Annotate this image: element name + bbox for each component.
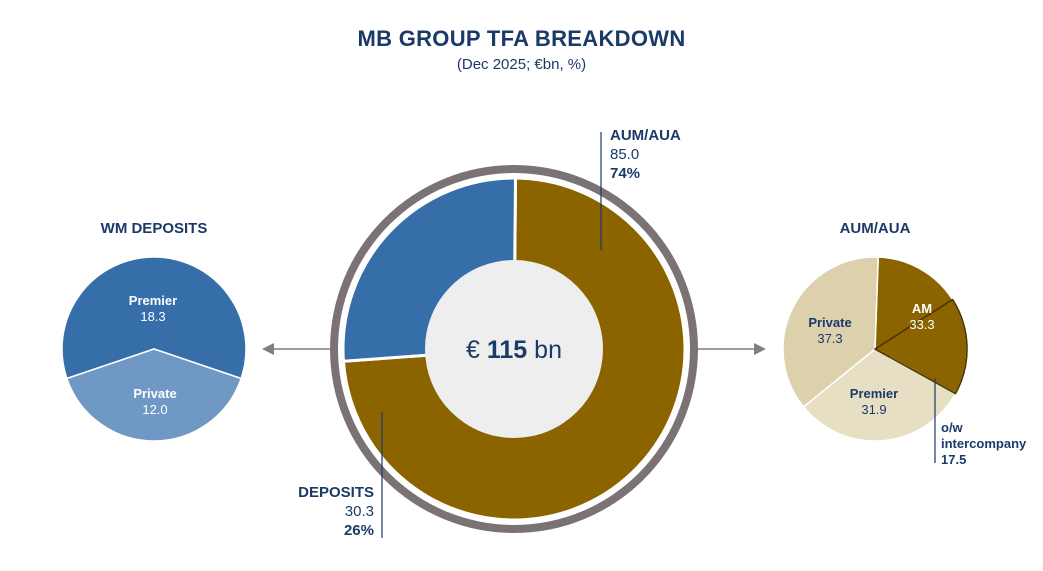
aum-callout-label: AUM/AUA bbox=[610, 127, 681, 144]
center-label-prefix: € bbox=[466, 336, 487, 364]
aum-am-label: AM bbox=[912, 301, 932, 316]
chart-subtitle: (Dec 2025; €bn, %) bbox=[456, 56, 587, 73]
wm-deposits-pie bbox=[61, 256, 247, 442]
aum-callout-value: 85.0 bbox=[610, 146, 639, 163]
intercompany-label: o/w intercompany bbox=[941, 420, 1027, 451]
aum-private-value: 37.3 bbox=[817, 331, 842, 346]
donut-center-label: € 115 bn bbox=[466, 336, 562, 364]
donut-center bbox=[425, 260, 603, 438]
center-label-suffix: bn bbox=[527, 336, 562, 364]
aum-premier-label: Premier bbox=[850, 386, 898, 401]
chart-title: MB GROUP TFA BREAKDOWN bbox=[357, 26, 686, 51]
aum-private-label: Private bbox=[808, 315, 851, 330]
aum-am-value: 33.3 bbox=[909, 317, 934, 332]
intercompany-label-line1: o/w bbox=[941, 420, 964, 435]
aum-aua-title: AUM/AUA bbox=[840, 220, 911, 237]
aum-premier-value: 31.9 bbox=[861, 402, 886, 417]
aum-subslice-intercompany bbox=[874, 298, 968, 395]
deposits-callout-label: DEPOSITS bbox=[298, 484, 374, 501]
deposits-callout-value: 30.3 bbox=[345, 503, 374, 520]
intercompany-label-line2: intercompany bbox=[941, 436, 1027, 451]
wm-slice-private bbox=[66, 348, 242, 442]
wm-deposits-title: WM DEPOSITS bbox=[101, 220, 208, 237]
wm-premier-label: Premier bbox=[129, 293, 177, 308]
aum-callout-percent: 74% bbox=[610, 165, 640, 182]
deposits-callout-percent: 26% bbox=[344, 522, 374, 539]
wm-private-value: 12.0 bbox=[142, 402, 167, 417]
wm-premier-value: 18.3 bbox=[140, 309, 165, 324]
aum-slice-private bbox=[782, 256, 879, 408]
tfa-donut: € 115 bn bbox=[330, 165, 698, 533]
wm-slice-premier bbox=[61, 256, 247, 380]
aum-aua-pie bbox=[782, 256, 968, 442]
center-label-value: 115 bbox=[487, 336, 527, 364]
wm-private-label: Private bbox=[133, 386, 176, 401]
aum-slice-premier bbox=[802, 348, 957, 442]
intercompany-value: 17.5 bbox=[941, 452, 966, 467]
